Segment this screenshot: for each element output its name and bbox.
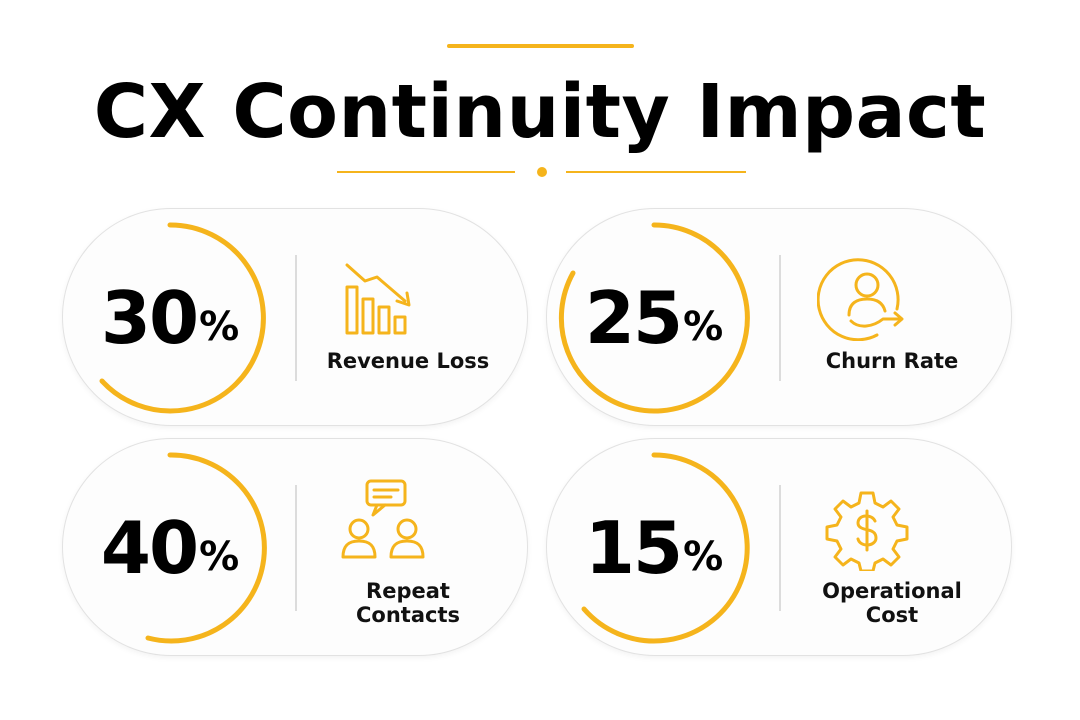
progress-ring xyxy=(581,452,750,644)
page-title: CX Continuity Impact xyxy=(93,69,987,155)
metric-card-revenue-loss: 30% Revenue Loss xyxy=(62,208,528,426)
title-divider-right xyxy=(566,171,746,173)
metric-card-operational-cost: 15% Operational Cost xyxy=(546,438,1012,656)
metric-value: 25% xyxy=(584,276,724,360)
dollar-gear-icon xyxy=(825,491,909,571)
card-separator xyxy=(295,255,297,381)
title-divider-dot xyxy=(537,167,547,177)
metric-label: Operational Cost xyxy=(822,579,962,627)
card-separator xyxy=(295,485,297,611)
metric-value: 30% xyxy=(100,276,240,360)
declining-bar-chart-icon xyxy=(345,263,411,335)
metric-card-churn-rate: 25% Churn Rate xyxy=(546,208,1012,426)
metric-label: Churn Rate xyxy=(825,349,959,373)
people-chat-icon xyxy=(341,479,425,559)
metric-card-repeat-contacts: 40% Repeat Contacts xyxy=(62,438,528,656)
card-separator xyxy=(779,255,781,381)
user-leaving-icon xyxy=(817,258,904,341)
progress-ring xyxy=(145,452,267,644)
progress-ring xyxy=(558,222,750,414)
card-separator xyxy=(779,485,781,611)
title-divider-left xyxy=(337,171,515,173)
progress-ring xyxy=(99,222,266,414)
top-accent-rule xyxy=(447,44,634,48)
metric-value: 40% xyxy=(100,506,240,590)
metric-label: Revenue Loss xyxy=(326,349,490,373)
metric-label: Repeat Contacts xyxy=(356,579,460,627)
metric-value: 15% xyxy=(584,506,724,590)
